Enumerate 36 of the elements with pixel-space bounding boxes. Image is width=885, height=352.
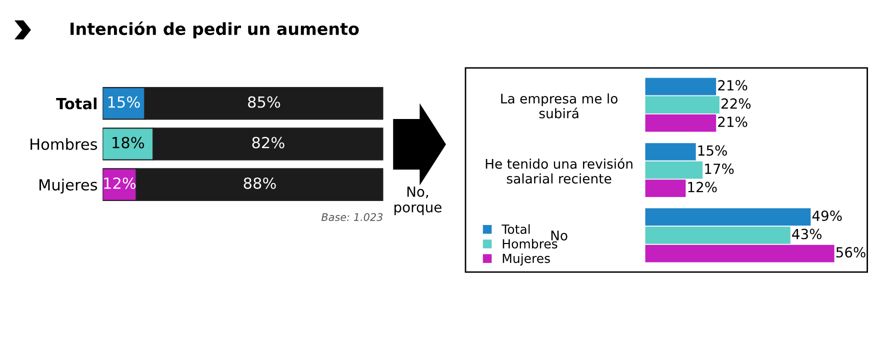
data-label: 15% [108, 96, 140, 108]
data-label: 18% [112, 136, 144, 148]
text: Base: 1.023 [321, 213, 383, 222]
data-label: 85% [248, 96, 280, 108]
bar [645, 96, 720, 114]
y-tick-label: Total [56, 98, 97, 110]
bar [645, 244, 834, 262]
data-label: 21% [718, 80, 748, 91]
data-label: 88% [244, 177, 276, 189]
y-tick-label: He tenido una revisión salarial reciente [486, 158, 632, 184]
chart-title: Intención de pedir un aumento [70, 22, 359, 38]
data-label: 82% [252, 136, 284, 148]
bar [645, 78, 716, 96]
data-label: 56% [836, 247, 866, 258]
bar [645, 161, 703, 179]
data-label: 49% [812, 210, 842, 222]
legend-label: Mujeres [502, 253, 550, 266]
data-label: 17% [705, 164, 734, 174]
legend-label: Total [502, 224, 530, 234]
data-label: 22% [722, 98, 751, 109]
text: No, porque [394, 186, 442, 216]
data-label: 21% [718, 116, 748, 128]
bar [645, 208, 811, 226]
bar [645, 114, 716, 132]
data-label: 43% [792, 228, 822, 240]
y-tick-label: Mujeres [39, 178, 98, 194]
bar [645, 180, 686, 197]
data-label: 12% [104, 177, 136, 189]
data-label: 15% [698, 145, 727, 156]
y-tick-label: No [551, 230, 568, 240]
legend-label: Hombres [502, 238, 558, 249]
data-label: 12% [688, 182, 717, 192]
y-tick-label: La empresa me lo subirá [501, 93, 618, 118]
bar [645, 143, 696, 160]
y-tick-label: Hombres [30, 138, 98, 150]
bar [645, 226, 790, 244]
